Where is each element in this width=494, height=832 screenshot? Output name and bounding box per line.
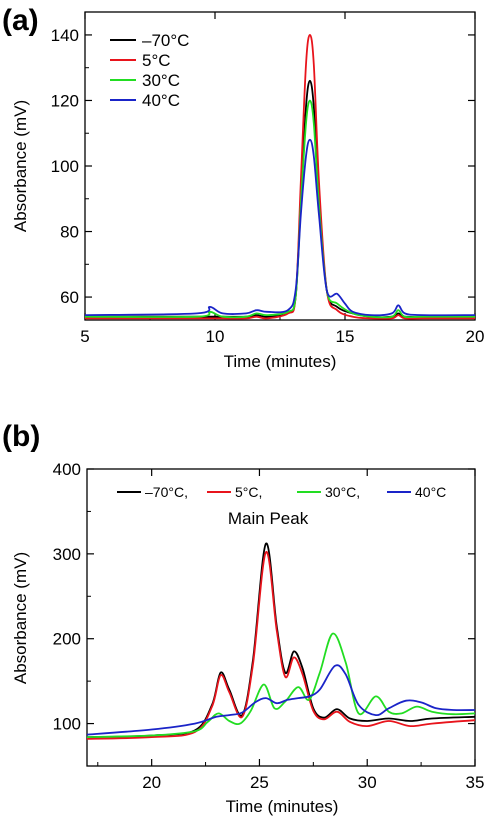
x-tick-label: 20 — [466, 327, 485, 346]
x-tick-label: 20 — [142, 773, 161, 792]
y-tick-label: 100 — [53, 715, 81, 734]
x-tick-label: 30 — [358, 773, 377, 792]
panel-b-y-axis-title: Absorbance (mV) — [11, 552, 30, 684]
legend-label: –70°C, — [145, 484, 188, 500]
panel-a-series-group — [85, 34, 475, 320]
panel-a-label: (a) — [2, 4, 39, 37]
main-peak-annotation: Main Peak — [228, 509, 309, 528]
panel-b-series-group — [87, 542, 475, 740]
legend-label: –70°C — [142, 31, 189, 50]
panel-b-tick-labels: 20 25 30 35 100 200 300 400 — [53, 460, 485, 792]
panel-a-x-axis-title: Time (minutes) — [224, 352, 337, 371]
panel-a-y-axis-title: Absorbance (mV) — [11, 100, 30, 232]
panel-b-plot-frame — [86, 468, 476, 767]
legend-label: 5°C, — [235, 484, 262, 500]
y-tick-label: 200 — [53, 630, 81, 649]
y-tick-label: 120 — [51, 91, 79, 110]
y-tick-label: 300 — [53, 545, 81, 564]
legend-label: 40°C — [142, 91, 180, 110]
y-tick-label: 140 — [51, 26, 79, 45]
x-tick-label: 35 — [466, 773, 485, 792]
series-line-3 — [87, 632, 475, 738]
panel-a-tick-labels: 5 10 15 20 60 80 100 120 140 — [51, 26, 485, 346]
series-line-4 — [85, 138, 475, 317]
series-line-2 — [85, 34, 475, 320]
y-tick-label: 400 — [53, 460, 81, 479]
y-tick-label: 60 — [60, 288, 79, 307]
series-line-1 — [85, 79, 475, 319]
legend-label: 30°C — [142, 71, 180, 90]
series-line-2 — [87, 551, 475, 740]
series-line-1 — [87, 542, 475, 738]
x-tick-label: 15 — [336, 327, 355, 346]
panel-b-x-axis-title: Time (minutes) — [226, 797, 339, 816]
panel-b-legend: –70°C, 5°C, 30°C, 40°C — [117, 484, 446, 500]
series-line-4 — [87, 664, 475, 736]
y-tick-label: 80 — [60, 223, 79, 242]
x-tick-label: 5 — [80, 327, 89, 346]
legend-label: 30°C, — [325, 484, 360, 500]
legend-label: 40°C — [415, 484, 446, 500]
series-line-3 — [85, 99, 475, 319]
x-tick-label: 10 — [206, 327, 225, 346]
legend-label: 5°C — [142, 51, 171, 70]
y-tick-label: 100 — [51, 157, 79, 176]
panel-b-ticks — [87, 468, 476, 767]
x-tick-label: 25 — [250, 773, 269, 792]
panel-a-legend: –70°C5°C30°C40°C — [110, 31, 189, 110]
panel-b-label: (b) — [2, 420, 40, 453]
